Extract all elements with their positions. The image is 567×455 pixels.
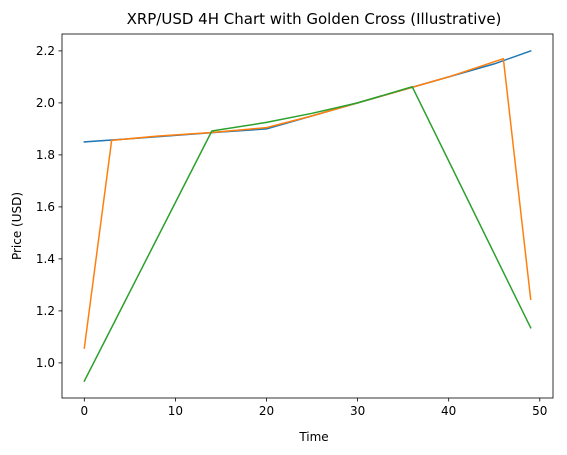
y-tick-label: 1.4 [36,252,55,266]
x-tick-label: 50 [532,404,547,418]
y-axis-label: Price (USD) [10,192,24,260]
series-line-1 [83,49,532,143]
y-tick-label: 1.8 [36,148,55,162]
series-line-3 [83,86,532,383]
series-line-2 [83,57,532,349]
x-tick-label: 20 [259,404,274,418]
y-axis: 1.0 1.2 1.4 1.6 1.8 2.0 2.2 [36,44,62,370]
y-tick-label: 2.2 [36,44,55,58]
y-tick-label: 1.6 [36,200,55,214]
chart-title: XRP/USD 4H Chart with Golden Cross (Illu… [127,10,502,28]
x-tick-label: 30 [350,404,365,418]
x-axis-label: Time [298,430,328,444]
x-tick-label: 0 [80,404,88,418]
y-tick-label: 1.0 [36,356,55,370]
plot-lines [83,49,532,383]
x-axis: 0 10 20 30 40 50 [80,398,547,418]
plot-frame [61,33,554,399]
x-tick-label: 10 [168,404,183,418]
y-tick-label: 2.0 [36,96,55,110]
x-tick-label: 40 [441,404,456,418]
y-tick-label: 1.2 [36,304,55,318]
